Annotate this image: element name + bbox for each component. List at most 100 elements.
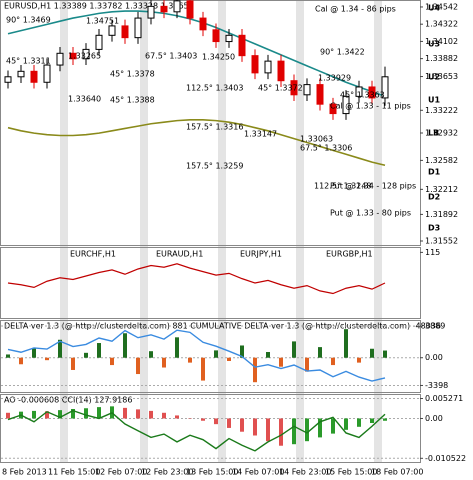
bar (110, 357, 114, 366)
pair-label: EURAUD,H1 (156, 250, 203, 259)
bar (266, 352, 270, 358)
level-label: D1 (428, 168, 441, 177)
y-tick-label: 3889 (425, 321, 445, 330)
annotation: 1.33640 (68, 95, 101, 104)
x-tick-label: 11 Feb 15:00 (48, 468, 100, 477)
y-tick-label: 1.31552 (425, 237, 458, 246)
bar (6, 412, 10, 419)
bar (97, 343, 101, 358)
bar (71, 409, 75, 419)
candle-body (82, 48, 90, 60)
candle-body (160, 5, 168, 13)
moving-average (7, 10, 386, 98)
candle-body (381, 76, 389, 99)
bar (370, 348, 374, 358)
candle-body (95, 34, 103, 50)
annotation: 1.33265 (68, 52, 101, 61)
pair-line (7, 263, 386, 295)
bar (240, 345, 244, 358)
annotation: 157.5° 1.3316 (186, 123, 243, 132)
candle-body (355, 86, 363, 97)
bar (227, 418, 231, 428)
y-tick-label: 0.005271 (425, 394, 463, 403)
bar (357, 357, 361, 363)
level-label: U3 (428, 40, 440, 49)
session-stripes (60, 1, 382, 462)
pair-label: EURGBP,H1 (326, 250, 373, 259)
candle-body (342, 95, 350, 115)
y-tick-label: 0.00 (425, 414, 443, 423)
annotation: 112.5° 1.3403 (186, 84, 243, 93)
x-tick-label: 14 Feb 07:00 (232, 468, 284, 477)
x-tick-label: 12 Feb 07:00 (95, 468, 147, 477)
ao-title: AO -0.000608 CCI(14) 127.9186 (4, 396, 132, 405)
pairs-frame (0, 247, 421, 319)
bar (318, 347, 322, 358)
candle-body (173, 0, 181, 13)
main-frame (0, 0, 421, 246)
bar (253, 357, 257, 383)
annotation: 1.34250 (202, 53, 235, 62)
bar (84, 408, 88, 419)
level-label: U4 (428, 4, 440, 13)
bar (149, 351, 153, 358)
annotation: Put @ 1.33 - 80 pips (330, 209, 411, 218)
candle-body (277, 60, 285, 82)
y-tick-label: 1.33653 (425, 72, 458, 81)
level-label: U1 (428, 96, 440, 105)
annotation: Put @ 1.34 - 128 pips (330, 182, 416, 191)
bar (149, 410, 153, 419)
candle-body (264, 60, 272, 74)
bar (240, 418, 244, 432)
bar (175, 415, 179, 419)
level-label: LB (428, 129, 439, 138)
annotation: 90° 1.3469 (6, 16, 51, 25)
candle-body (147, 5, 155, 19)
candle-body (212, 29, 220, 43)
bar (45, 411, 49, 419)
bar (344, 329, 348, 358)
y-tick-label: 0.00 (425, 353, 443, 362)
candle-body (43, 64, 51, 83)
candle-body (4, 76, 12, 83)
candle-body (251, 55, 259, 74)
bar (201, 357, 205, 381)
bar (162, 357, 166, 368)
x-tick-label: 13 Feb 15:00 (186, 468, 238, 477)
delta-frame (0, 320, 421, 393)
indicator-line (7, 329, 386, 382)
annotation: 112.5° 1.3248 (314, 182, 371, 191)
bar (383, 418, 387, 421)
bar (305, 418, 309, 442)
y-tick-label: 115 (425, 248, 440, 257)
bar (123, 333, 127, 358)
bar (318, 418, 322, 438)
y-tick-label: -0.010522 (425, 454, 466, 463)
annotation: 1.33929 (318, 74, 351, 83)
stripe (296, 1, 304, 462)
candle-body (368, 86, 376, 99)
candle-body (56, 52, 64, 66)
annotation: 45° 1.3388 (110, 96, 155, 105)
pair-label: EURCHF,H1 (70, 250, 116, 259)
candle-body (186, 0, 194, 19)
candle-body (69, 52, 77, 60)
bar (214, 418, 218, 425)
pair-label: EURJPY,H1 (240, 250, 282, 259)
bar (227, 357, 231, 361)
candle-body (316, 84, 324, 105)
main-title: EURUSD,H1 1.33389 1.33782 1.33328 1.3365… (4, 2, 194, 11)
annotation: 45° 1.3378 (110, 70, 155, 79)
y-tick-label: 1.32582 (425, 156, 458, 165)
candle-body (108, 25, 116, 36)
candle-body (290, 80, 298, 96)
bar (188, 357, 192, 363)
annotation: Cal @ 1.33 - 11 pips (330, 102, 411, 111)
annotation: 67.5° 1.3403 (145, 52, 197, 61)
moving-average (7, 119, 386, 167)
bar (84, 352, 88, 358)
level-label: D2 (428, 193, 440, 202)
bar (370, 418, 374, 424)
